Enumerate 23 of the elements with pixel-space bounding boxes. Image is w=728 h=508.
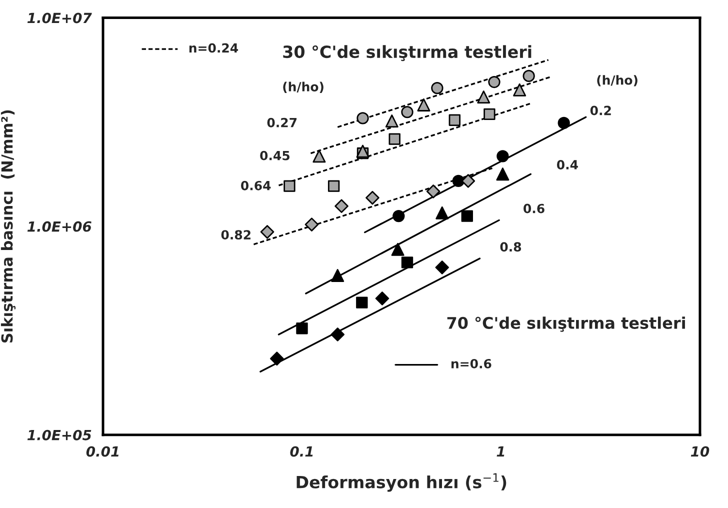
annotation: 0.6 (524, 204, 544, 214)
annotation: n=0.24 (189, 43, 238, 53)
annotation: 0.64 (241, 180, 271, 190)
annotation: 30 °C'de sıkıştırma testleri (283, 45, 532, 62)
annotation: n=0.6 (451, 358, 492, 368)
y-tick-label: 1.0E+07 (27, 12, 92, 24)
x-tick-label: 1 (496, 446, 504, 457)
annotation: 0.2 (590, 106, 611, 116)
annotation: (h/ho) (283, 82, 324, 93)
annotation: 70 °C'de sıkıştırma testleri (447, 316, 685, 332)
y-tick-label: 1.0E+06 (27, 221, 92, 232)
x-axis-title: Deformasyon hızı (s$^{−1}$) (296, 473, 506, 492)
x-tick-label: 0.01 (86, 446, 119, 457)
annotation: 0.27 (267, 118, 297, 128)
y-tick-label: 1.0E+05 (27, 430, 92, 440)
annotation: 0.45 (260, 150, 290, 160)
x-tick-label: 0.1 (290, 446, 313, 457)
annotation: 0.8 (500, 242, 522, 252)
annotation: 0.82 (221, 230, 250, 240)
x-tick-label: 10 (690, 446, 710, 457)
y-axis-title: Sıkıştırma basıncı (N/mm²) (0, 110, 16, 343)
annotation: (h/ho) (597, 75, 638, 86)
annotation: 0.4 (556, 160, 578, 170)
